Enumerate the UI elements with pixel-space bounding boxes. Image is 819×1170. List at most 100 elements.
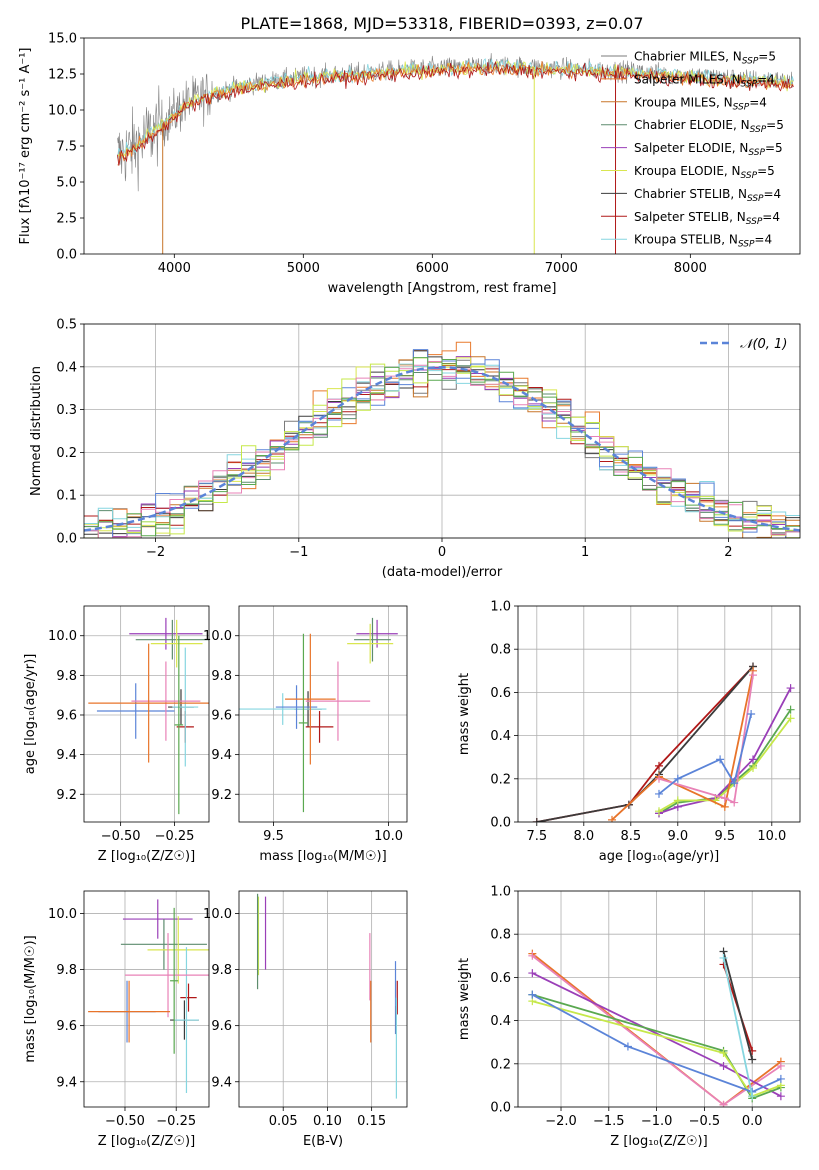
weight-series [722,951,754,1060]
x-tick-label: −0.25 [156,1114,196,1129]
errorbar-point [131,661,201,741]
weight-marker [720,794,729,803]
y-tick-label: 0.2 [56,446,77,461]
x-tick-label: 9.0 [667,829,688,844]
y-tick-label: 0.2 [490,772,511,787]
y-tick-label: 0.0 [490,1101,511,1116]
plot-area [532,662,795,822]
x-axis-label: wavelength [Angstrom, rest frame] [328,281,557,296]
plot-area [528,947,785,1107]
x-tick-label: −1.5 [593,1114,625,1129]
weight-marker [786,705,795,714]
weight-marker [776,1074,785,1083]
legend-entry: Kroupa ELODIE, NSSP=5 [634,164,775,181]
y-tick-label: 9.2 [211,788,232,803]
axes-frame [238,605,408,823]
y-axis-label: Flux [fλ10⁻¹⁷ erg cm⁻² s⁻¹ A⁻¹] [18,48,33,245]
x-axis-label: Z [log₁₀(Z/Z☉)] [610,1134,707,1149]
y-tick-label: 0.4 [56,360,77,375]
weight-marker [786,714,795,723]
y-tick-label: 9.6 [211,708,232,723]
errorbar-point [174,635,184,815]
residual-histogram [84,357,800,537]
errorbar-point [180,983,197,1012]
x-tick-label: 8000 [674,261,707,276]
weight-marker [748,1055,757,1064]
axes-frame [517,890,801,1108]
y-tick-label: 9.6 [56,1019,77,1034]
weight-marker [719,1049,728,1057]
weight-marker [655,774,663,783]
y-tick-label: 5.0 [56,176,77,191]
weight-marker [532,818,541,822]
y-tick-label: 0.4 [490,1014,511,1029]
y-axis-label: Normed distribution [29,366,44,496]
y-axis-label: mass [log₁₀(M/M☉)] [23,935,38,1062]
weight-marker [673,796,682,805]
x-tick-label: 1 [581,545,589,560]
errorbar-point [124,933,209,1018]
x-tick-label: 4000 [158,261,191,276]
x-tick-label: 5000 [287,261,320,276]
x-tick-label: −0.50 [101,829,141,844]
errorbar-point [135,619,209,660]
y-tick-label: 10.0 [48,629,77,644]
x-axis-label: Z [log₁₀(Z/Z☉)] [98,1134,195,1149]
axes-frame [83,323,801,539]
axes-frame [83,605,210,823]
plot-area [117,53,794,254]
x-tick-label: −1.0 [641,1114,673,1129]
y-tick-label: 0.8 [490,928,511,943]
y-tick-label: 10.0 [203,907,232,922]
errorbar-point [305,661,371,741]
errorbar-point [347,623,394,664]
errorbar-point [298,633,309,813]
panel-mass_vs_Z: −0.50 −0.25 9.4 9.6 9.8 10.0 Z [log₁₀(Z/Z☉)] ma… [23,890,210,1149]
weight-marker [719,953,728,962]
plot-area [256,893,398,1099]
weight-marker [673,774,682,783]
weight-series [611,670,754,821]
y-tick-label: 0.0 [490,816,511,831]
weight-series [532,1000,782,1098]
weight-marker [747,710,756,718]
y-tick-label: 2.5 [56,212,77,227]
y-tick-label: 0.3 [56,403,77,418]
errorbar-point [275,685,318,729]
x-axis-label: age [log₁₀(age/yr)] [599,849,720,864]
weight-marker [655,761,663,770]
y-tick-label: 0.6 [490,971,511,986]
x-tick-label: 9.5 [714,829,735,844]
axes-frame [238,890,408,1108]
weight-series [531,993,782,1093]
errorbar-point [129,617,203,650]
x-axis-label: mass [log₁₀(M/M☉)] [259,849,386,864]
y-tick-label: 9.4 [211,1075,232,1090]
legend-entry: Chabrier ELODIE, NSSP=5 [634,118,784,135]
y-tick-label: 0.2 [490,1057,511,1072]
weight-marker [776,1061,785,1070]
x-tick-label: −2 [146,545,165,560]
weight-marker [528,951,537,960]
plot-area [84,341,800,538]
weight-marker [730,779,739,788]
x-tick-label: 7.5 [526,829,547,844]
y-axis-label: mass weight [457,673,472,755]
x-tick-label: 0 [438,545,446,560]
weight-marker [655,807,663,816]
panel-spectrum: 4000 5000 6000 7000 8000 0.0 2.5 5.0 7.5 10.0 12.5… [18,32,801,296]
panel-mass_vs_ebv: 0.05 0.10 0.15 9.4 9.6 9.8 10.0 E(B-V) [203,890,408,1149]
errorbar-point [170,907,179,1054]
errorbar-point [88,980,171,1043]
x-axis-label: Z [log₁₀(Z/Z☉)] [98,849,195,864]
y-tick-label: 9.4 [56,1075,77,1090]
x-tick-label: 0.15 [357,1114,386,1129]
axes-frame [517,605,801,823]
errorbar-point [174,947,199,1093]
panel-age_vs_mass: 9.5 10.0 9.2 9.4 9.6 9.8 10.0 mass [log₁₀(M/M☉)… [203,605,408,864]
weight-series [536,665,754,822]
x-tick-label: 8.5 [620,829,641,844]
legend-entry: Salpeter MILES, NSSP=4 [634,72,775,89]
weight-series [722,957,754,1097]
y-tick-label: 9.4 [56,748,77,763]
